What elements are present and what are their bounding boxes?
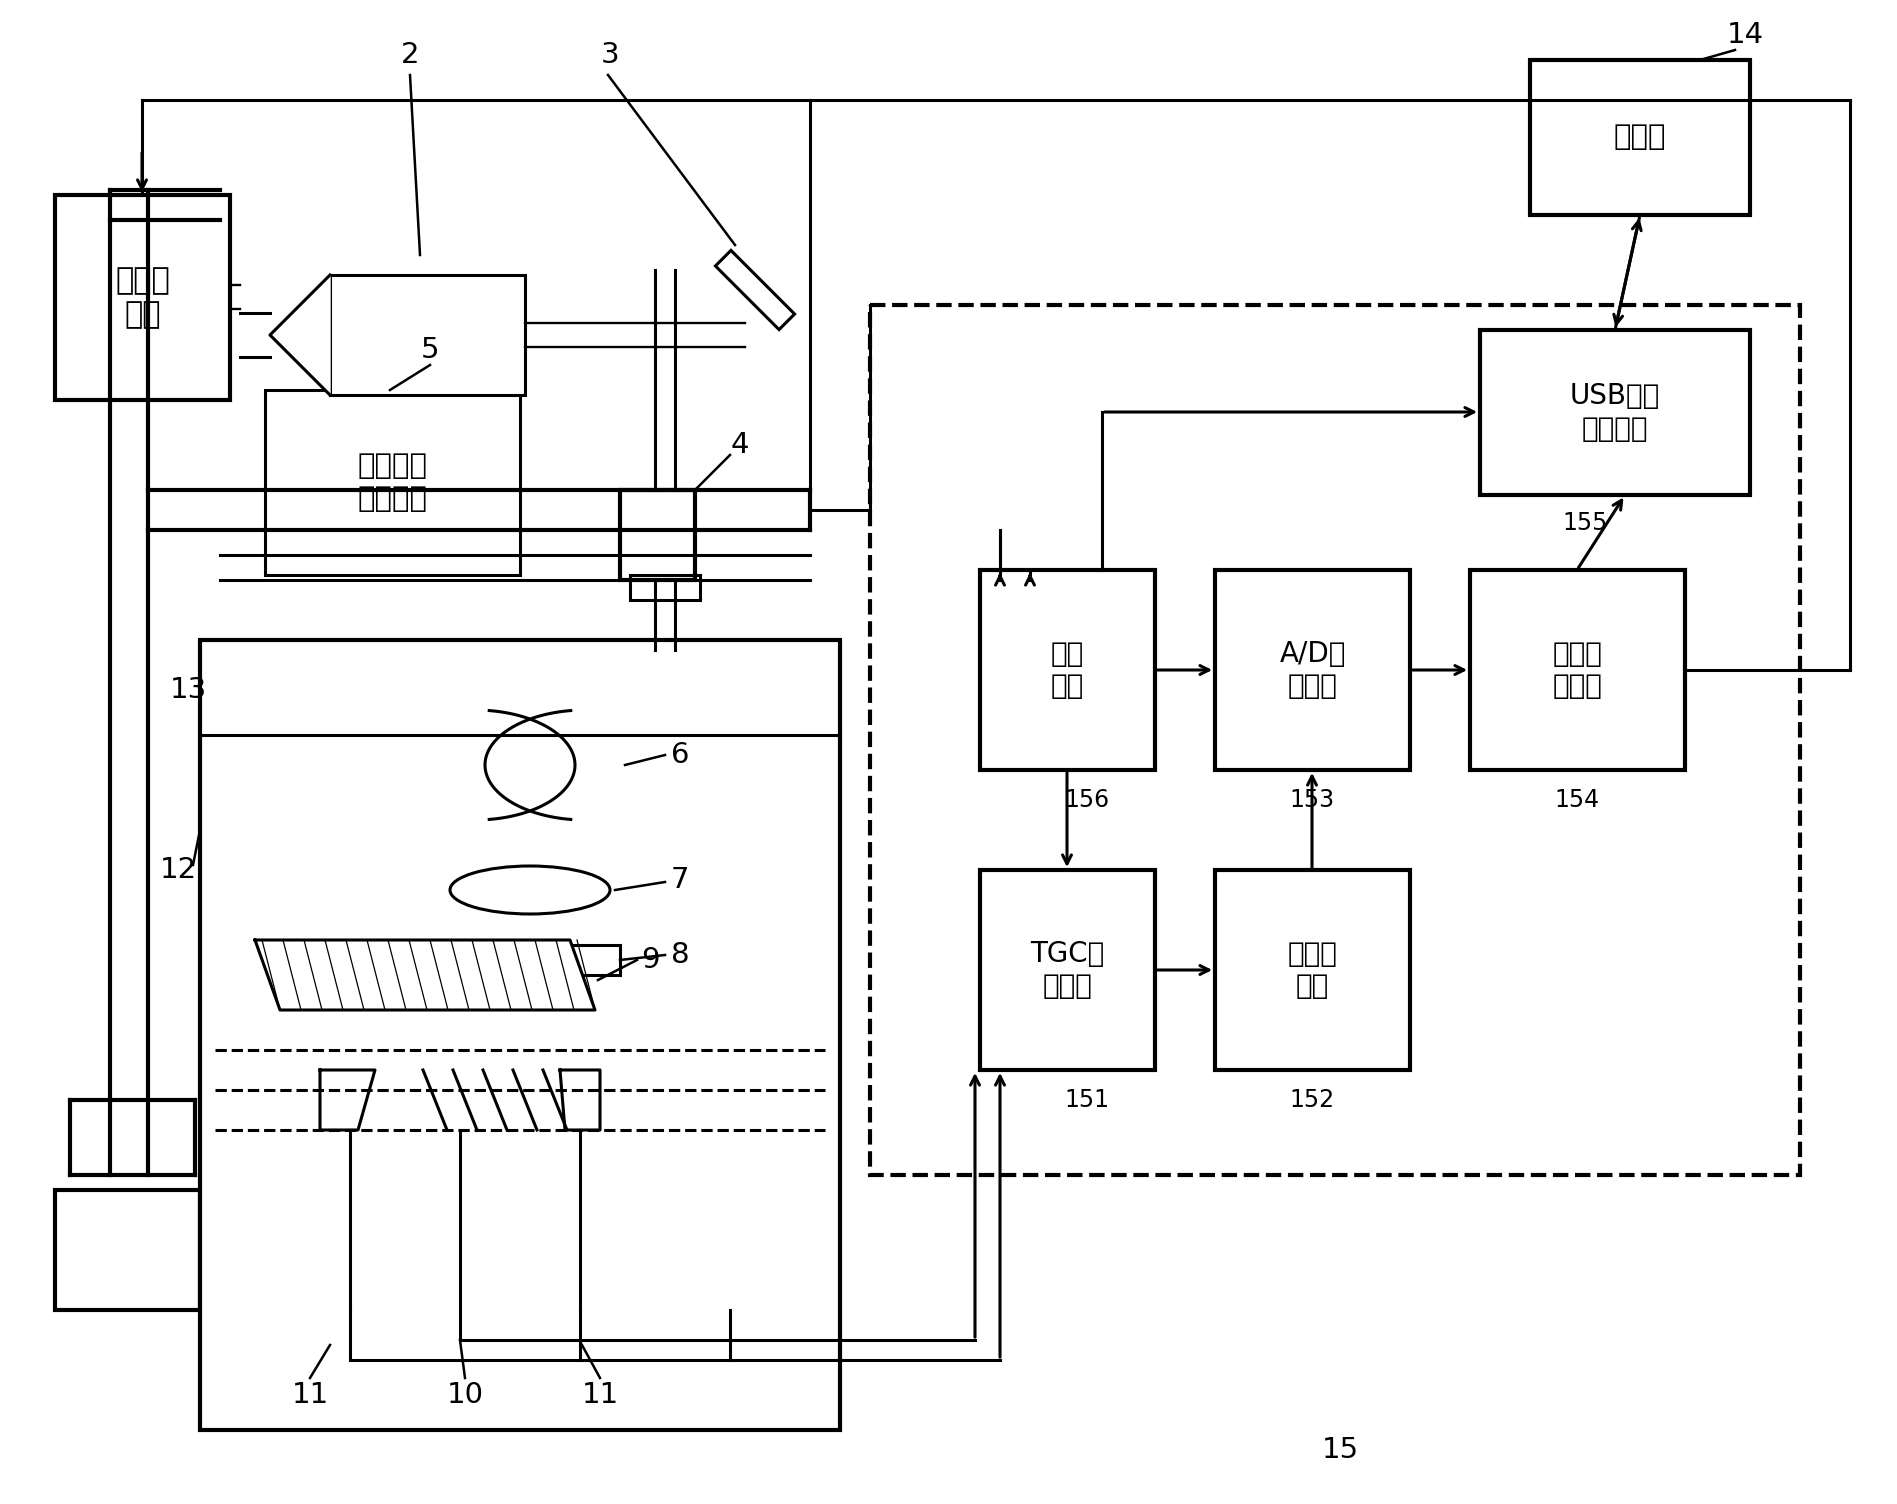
Text: 2: 2: [400, 41, 419, 69]
Bar: [330, 275, 525, 396]
Bar: [1214, 570, 1409, 770]
Text: 脉冲激
光器: 脉冲激 光器: [116, 266, 171, 329]
Text: 13: 13: [169, 675, 207, 704]
Text: A/D采
样电路: A/D采 样电路: [1279, 639, 1345, 701]
Bar: [199, 641, 840, 1430]
Text: 10: 10: [446, 1381, 484, 1409]
Bar: [620, 490, 694, 581]
Bar: [1214, 869, 1409, 1069]
Bar: [871, 305, 1800, 1175]
Text: 14: 14: [1726, 21, 1764, 50]
Text: 主控
电路: 主控 电路: [1051, 639, 1083, 701]
Polygon shape: [560, 1069, 599, 1130]
Text: USB数据
传输电路: USB数据 传输电路: [1571, 382, 1660, 442]
Bar: [1531, 60, 1751, 215]
Text: 6: 6: [672, 741, 689, 769]
Bar: [266, 390, 520, 575]
Text: 11: 11: [580, 1381, 618, 1409]
Text: 152: 152: [1290, 1087, 1335, 1111]
Text: 3: 3: [601, 41, 618, 69]
Text: 155: 155: [1563, 511, 1607, 535]
Bar: [55, 196, 230, 400]
Bar: [1470, 570, 1685, 770]
Text: 153: 153: [1290, 788, 1335, 812]
Text: 数据采
集电路: 数据采 集电路: [1552, 639, 1603, 701]
Text: 伺服电机
及驱动器: 伺服电机 及驱动器: [357, 453, 427, 513]
Text: 12: 12: [159, 856, 197, 884]
Text: 156: 156: [1064, 788, 1110, 812]
Polygon shape: [321, 1069, 376, 1130]
Polygon shape: [269, 275, 330, 396]
Polygon shape: [486, 710, 575, 820]
Ellipse shape: [450, 866, 611, 914]
Text: 8: 8: [672, 942, 689, 969]
Bar: [1480, 329, 1751, 495]
Text: 预滤波
电路: 预滤波 电路: [1288, 940, 1337, 1000]
Bar: [981, 570, 1155, 770]
Text: 9: 9: [641, 946, 660, 975]
Text: 11: 11: [292, 1381, 328, 1409]
Text: 151: 151: [1064, 1087, 1110, 1111]
Text: 154: 154: [1554, 788, 1599, 812]
Text: 7: 7: [672, 866, 689, 893]
Text: 5: 5: [421, 335, 440, 364]
Text: 4: 4: [730, 432, 749, 459]
Bar: [55, 1190, 199, 1310]
Text: 15: 15: [1322, 1436, 1358, 1463]
Polygon shape: [254, 940, 596, 1011]
Text: 计算机: 计算机: [1614, 123, 1666, 152]
Text: TGC放
大电路: TGC放 大电路: [1030, 940, 1104, 1000]
Bar: [981, 869, 1155, 1069]
Bar: [715, 250, 795, 329]
Bar: [446, 945, 620, 975]
